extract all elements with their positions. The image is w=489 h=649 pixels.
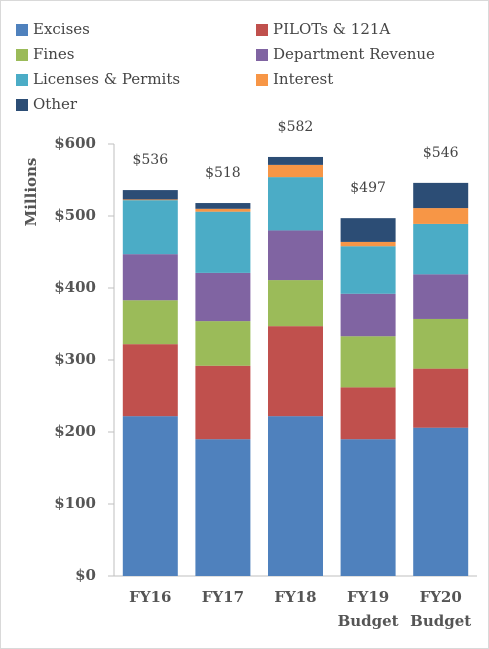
total-label: $582: [278, 119, 314, 135]
y-tick-label: $200: [54, 422, 96, 440]
bar-segment: [195, 321, 251, 366]
legend-label: Fines: [33, 45, 74, 63]
bar-segment: [195, 365, 251, 440]
bar-segment: [413, 274, 469, 319]
bar-segment: [268, 164, 323, 178]
bar-segment: [340, 241, 396, 247]
bar-segment: [340, 293, 396, 337]
bar-segment: [195, 439, 251, 576]
x-tick-label: FY20 Budget: [410, 588, 471, 630]
bar-segment: [340, 336, 396, 388]
legend-swatch: [256, 49, 268, 61]
bar-segment: [122, 199, 178, 201]
bar-segment: [413, 208, 469, 224]
y-tick-label: $0: [75, 566, 96, 584]
bar-segment: [122, 254, 178, 301]
bar-segment: [413, 427, 469, 576]
legend-swatch: [256, 24, 268, 36]
legend-label: Other: [33, 95, 78, 113]
y-tick-label: $400: [54, 278, 96, 296]
y-tick-label: $600: [54, 134, 96, 152]
legend-swatch: [16, 24, 28, 36]
bar-segment: [122, 416, 178, 576]
total-label: $497: [350, 180, 386, 196]
legend-label: Excises: [33, 20, 90, 38]
bar-segment: [268, 177, 323, 231]
total-label: $518: [205, 165, 241, 181]
x-tick-label: FY19 Budget: [338, 588, 399, 630]
bar-segment: [195, 272, 251, 322]
legend-label: PILOTs & 121A: [273, 20, 390, 38]
bar-segment: [268, 326, 323, 417]
bar-segment: [122, 200, 178, 255]
legend-swatch: [16, 49, 28, 61]
y-tick-label: $100: [54, 494, 96, 512]
bar-segment: [122, 344, 178, 417]
total-label: $546: [423, 145, 459, 161]
bar-segment: [413, 318, 469, 369]
legend-label: Interest: [273, 70, 333, 88]
y-axis-label: Millions: [22, 158, 40, 227]
x-tick-label: FY18: [274, 588, 316, 606]
bar-segment: [340, 246, 396, 294]
bar-segment: [195, 203, 251, 209]
bar-segment: [122, 190, 178, 200]
bar-segment: [268, 230, 323, 281]
legend-swatch: [256, 74, 268, 86]
legend-swatch: [16, 74, 28, 86]
bar-segment: [413, 182, 469, 209]
bar-segment: [122, 300, 178, 345]
x-tick-label: FY17: [202, 588, 244, 606]
x-tick-label: FY16: [129, 588, 171, 606]
bar-segment: [268, 280, 323, 327]
bar-segment: [195, 211, 251, 273]
legend-swatch: [16, 99, 28, 111]
bar-segment: [340, 218, 396, 242]
bar-segment: [268, 416, 323, 576]
bar-segment: [268, 156, 323, 165]
bar-segment: [195, 208, 251, 212]
legend-label: Licenses & Permits: [33, 70, 180, 88]
bar-segment: [340, 387, 396, 440]
bar-segment: [413, 368, 469, 428]
bar-segment: [340, 439, 396, 576]
total-label: $536: [132, 152, 168, 168]
bar-segment: [413, 223, 469, 275]
legend-label: Department Revenue: [273, 45, 435, 63]
y-tick-label: $500: [54, 206, 96, 224]
y-tick-label: $300: [54, 350, 96, 368]
